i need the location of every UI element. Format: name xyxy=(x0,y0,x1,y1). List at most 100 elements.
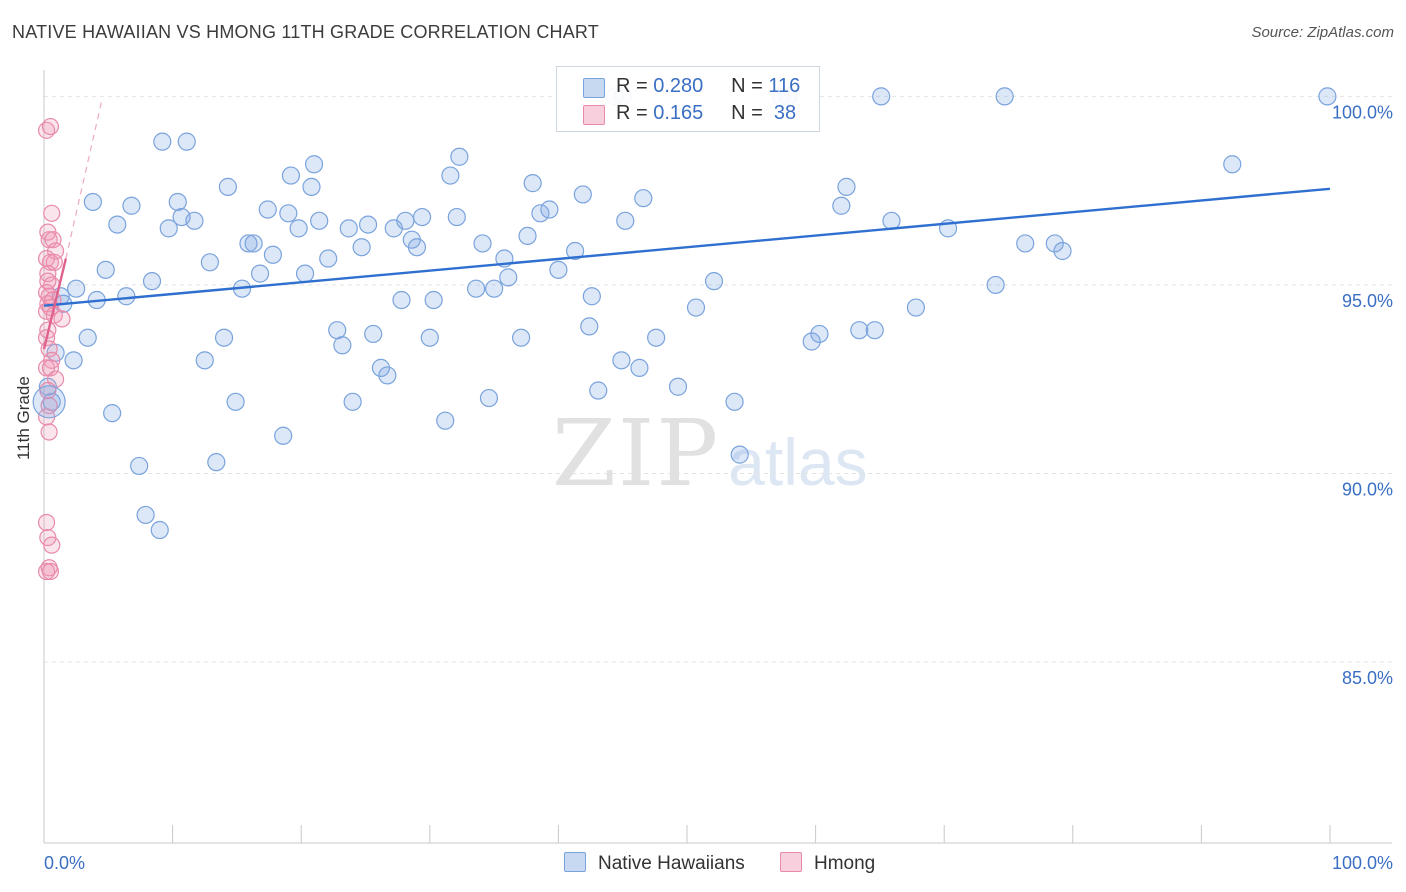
native-hawaiian-point xyxy=(153,132,172,151)
bottom-legend-swatch-pink xyxy=(780,852,802,872)
bottom-legend-label-blue: Native Hawaiians xyxy=(598,853,745,874)
native-hawaiian-point xyxy=(837,177,856,196)
native-hawaiian-point xyxy=(250,264,270,283)
native-hawaiian-point xyxy=(441,166,460,185)
native-hawaiian-point xyxy=(865,321,884,340)
native-hawaiian-point xyxy=(185,211,204,230)
legend-r-label: R = xyxy=(616,75,648,97)
hmong-trendline xyxy=(42,258,68,350)
native-hawaiian-point xyxy=(582,287,601,306)
bottom-legend-native-hawaiians: Native Hawaiians xyxy=(564,852,745,875)
native-hawaiian-point xyxy=(1053,241,1072,261)
native-hawaiian-point xyxy=(136,505,155,525)
legend-n-label: N = xyxy=(731,75,763,97)
native-hawaiian-point-cluster xyxy=(32,385,66,419)
native-hawaiian-point xyxy=(832,196,851,215)
native-hawaiian-point xyxy=(686,298,706,317)
native-hawaiian-trendline xyxy=(43,187,1331,307)
native-hawaiian-point xyxy=(83,192,102,212)
x-tick-label: 0.0% xyxy=(44,853,85,873)
native-hawaiian-point xyxy=(1223,155,1242,174)
x-tick-label: 100.0% xyxy=(1332,853,1393,873)
native-hawaiian-point xyxy=(407,238,427,257)
native-hawaiian-point xyxy=(304,155,324,174)
native-hawaiian-point xyxy=(364,324,383,344)
native-hawaiian-point xyxy=(485,279,504,298)
y-tick-label: 95.0% xyxy=(1342,291,1393,311)
native-hawaiian-point xyxy=(447,207,466,227)
native-hawaiian-point xyxy=(333,336,352,355)
native-hawaiian-point xyxy=(518,226,537,246)
native-hawaiian-point xyxy=(872,87,891,106)
hmong-point xyxy=(37,562,56,581)
native-hawaiian-point xyxy=(279,204,298,223)
native-hawaiian-point xyxy=(479,388,499,408)
bottom-legend-label-pink: Hmong xyxy=(814,853,876,874)
native-hawaiian-point xyxy=(274,426,293,445)
y-tick-label: 100.0% xyxy=(1332,102,1393,122)
native-hawaiian-point xyxy=(450,147,469,166)
native-hawaiian-point xyxy=(281,166,301,185)
legend-r-value: 0.165 xyxy=(653,102,704,124)
native-hawaiian-point xyxy=(986,275,1005,295)
chart-title: NATIVE HAWAIIAN VS HMONG 11TH GRADE CORR… xyxy=(12,22,600,42)
native-hawaiian-point xyxy=(420,328,439,347)
native-hawaiian-point xyxy=(589,381,608,400)
native-hawaiian-point xyxy=(523,174,542,193)
native-hawaiian-point xyxy=(725,392,744,411)
native-hawaiian-point xyxy=(906,298,926,317)
native-hawaiian-point xyxy=(882,211,901,230)
native-hawaiian-point xyxy=(159,219,178,238)
native-hawaiian-point xyxy=(512,328,531,347)
legend-n-value: 38 xyxy=(773,102,797,124)
source-label: Source: ZipAtlas.com xyxy=(1251,24,1394,41)
native-hawaiian-point xyxy=(258,200,277,219)
native-hawaiian-point xyxy=(566,241,585,261)
native-hawaiian-point xyxy=(995,87,1014,106)
native-hawaiian-point xyxy=(499,268,518,287)
native-hawaiian-point xyxy=(142,272,162,291)
bottom-legend-hmong: Hmong xyxy=(780,852,875,875)
native-hawaiian-point xyxy=(531,204,550,223)
native-hawaiian-point xyxy=(310,211,329,230)
native-hawaiian-point xyxy=(392,290,411,310)
native-hawaiian-point xyxy=(1016,234,1035,253)
native-hawaiian-point xyxy=(218,177,237,196)
native-hawaiian-point xyxy=(177,132,196,151)
native-hawaiian-point xyxy=(67,279,86,298)
native-hawaiian-point xyxy=(704,272,724,291)
native-hawaiian-point xyxy=(328,321,347,340)
native-hawaiian-point xyxy=(168,192,187,212)
hmong-point xyxy=(39,272,57,290)
native-hawaiian-point xyxy=(647,328,666,347)
hmong-point xyxy=(41,117,60,136)
native-hawaiian-point xyxy=(573,185,592,204)
native-hawaiian-point xyxy=(412,207,432,227)
y-tick-label: 85.0% xyxy=(1342,668,1393,688)
native-hawaiian-point xyxy=(117,287,136,306)
native-hawaiian-point xyxy=(634,189,653,208)
y-axis-label: 11th Grade xyxy=(14,376,33,460)
native-hawaiian-point xyxy=(436,411,455,430)
native-hawaiian-point xyxy=(150,520,169,540)
native-hawaiian-point xyxy=(810,324,829,344)
native-hawaiian-point xyxy=(289,219,308,238)
native-hawaiian-point xyxy=(122,196,141,215)
native-hawaiian-point xyxy=(319,249,338,268)
native-hawaiian-point xyxy=(244,234,263,253)
native-hawaiian-point xyxy=(473,234,492,253)
native-hawaiian-point xyxy=(358,215,378,234)
bottom-legend-swatch-blue xyxy=(564,852,586,872)
native-hawaiian-point xyxy=(339,219,358,238)
hmong-point xyxy=(37,513,56,532)
native-hawaiian-point xyxy=(850,321,869,340)
hmong-point xyxy=(53,310,71,328)
hmong-point xyxy=(43,536,61,554)
native-hawaiian-point xyxy=(239,234,258,253)
native-hawaiian-point xyxy=(96,260,115,279)
native-hawaiian-point xyxy=(263,245,283,264)
hmong-point xyxy=(40,423,58,441)
native-hawaiian-point xyxy=(1318,87,1337,106)
native-hawaiian-point xyxy=(378,366,397,385)
native-hawaiian-point xyxy=(78,328,97,347)
